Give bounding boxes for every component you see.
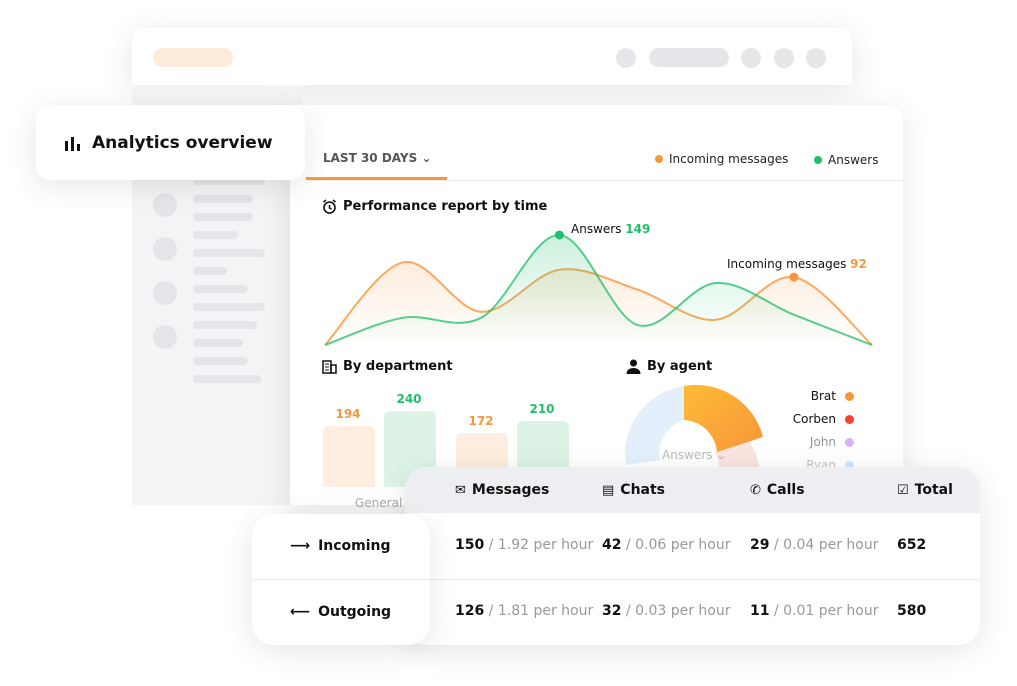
stats-table: ✉ Messages ▤ Chats ✆ Calls ☑ Total 150 / 1.92 p…: [405, 467, 980, 645]
alarm-clock-icon: [323, 199, 336, 214]
phone-icon: ✆: [750, 482, 761, 498]
donut-metric-dropdown[interactable]: Answers ⌄: [662, 448, 727, 462]
analytics-header: Analytics overview: [36, 105, 305, 180]
donut-segment-corben: [715, 440, 760, 470]
skeleton-dot: [774, 48, 794, 68]
bar: [323, 425, 375, 487]
skeleton-pill: [153, 48, 233, 67]
incoming-annotation: Incoming messages 92: [727, 257, 867, 271]
highlight-point: [789, 272, 799, 282]
clipboard-check-icon: ☑: [897, 482, 909, 498]
agent-legend-item: Corben: [774, 412, 854, 426]
envelope-icon: ✉: [455, 482, 466, 498]
agent-legend-item: Brat: [774, 389, 854, 403]
performance-title: Performance report by time: [322, 199, 547, 214]
table-header: ✉ Messages ▤ Chats ✆ Calls ☑ Total: [405, 467, 980, 513]
table-cell: 126 / 1.81 per hour: [455, 603, 594, 619]
legend-incoming: Incoming messages: [655, 152, 788, 166]
highlight-point: [554, 230, 564, 240]
total-cell: 652: [897, 537, 927, 553]
date-range-label: LAST 30 DAYS: [323, 151, 418, 165]
direction-labels: ⟶ Incoming ⟵ Outgoing: [252, 514, 430, 645]
row-label-incoming: ⟶ Incoming: [290, 538, 391, 554]
agent-legend-item: John: [774, 435, 854, 449]
arrow-left-icon: ⟵: [290, 604, 311, 620]
legend-answers: Answers: [814, 153, 878, 167]
chat-icon: ▤: [602, 482, 615, 498]
total-cell: 580: [897, 603, 927, 619]
date-range-dropdown[interactable]: LAST 30 DAYS ⌄: [323, 151, 432, 165]
table-cell: 11 / 0.01 per hour: [750, 603, 879, 619]
category-label: General: [355, 496, 403, 510]
column-header: ✆ Calls: [750, 482, 805, 498]
arrow-right-icon: ⟶: [290, 538, 311, 554]
skeleton-dot: [741, 48, 761, 68]
skeleton-dot: [806, 48, 826, 68]
agent-donut-chart: [625, 384, 763, 470]
donut-segment-ryan: [625, 386, 684, 465]
row-divider: [252, 579, 430, 580]
bar-value-label: 210: [529, 401, 555, 416]
table-cell: 29 / 0.04 per hour: [750, 537, 879, 553]
bar-value-label: 240: [396, 392, 422, 406]
row-label-outgoing: ⟵ Outgoing: [290, 604, 392, 620]
chevron-down-icon: ⌄: [421, 151, 432, 165]
department-title: By department: [322, 359, 453, 374]
building-icon: [322, 359, 337, 374]
area-answers: [325, 234, 872, 345]
answers-annotation: Answers 149: [571, 222, 651, 236]
performance-chart: [324, 230, 873, 346]
bar-value-label: 194: [335, 406, 361, 421]
table-cell: 42 / 0.06 per hour: [602, 537, 731, 553]
line-answers: [324, 233, 873, 346]
row-divider: [405, 579, 980, 580]
table-cell: 150 / 1.92 per hour: [455, 537, 594, 553]
table-cell: 32 / 0.03 per hour: [602, 603, 731, 619]
divider: [306, 180, 903, 181]
background-window: [132, 28, 852, 85]
line-incoming-messages: [324, 261, 873, 346]
agent-title: By agent: [626, 359, 712, 374]
page-title: Analytics overview: [92, 132, 273, 153]
active-tab-indicator: [306, 177, 447, 180]
person-icon: [626, 359, 641, 374]
skeleton-dot: [616, 48, 636, 68]
column-header: ✉ Messages: [455, 482, 550, 498]
column-header: ▤ Chats: [602, 482, 666, 498]
bar-chart-icon: [65, 136, 80, 151]
donut-segment-brat: [684, 384, 763, 452]
skeleton-pill: [649, 48, 729, 67]
bar-value-label: 172: [468, 413, 494, 428]
column-header: ☑ Total: [897, 482, 953, 498]
